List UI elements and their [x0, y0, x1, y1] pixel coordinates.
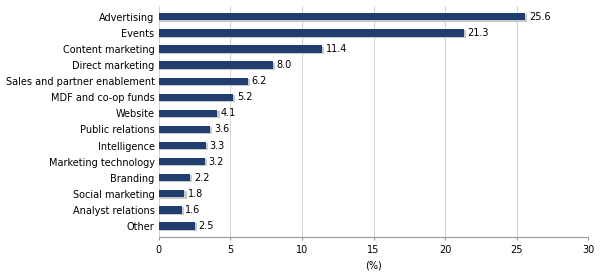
Text: 2.2: 2.2 — [194, 173, 209, 183]
Bar — [159, 95, 235, 102]
Bar — [159, 110, 217, 117]
Text: 3.3: 3.3 — [209, 140, 225, 150]
Text: 1.6: 1.6 — [185, 205, 200, 215]
Text: 11.4: 11.4 — [326, 44, 347, 54]
Bar — [159, 79, 250, 86]
Text: 6.2: 6.2 — [251, 76, 266, 86]
Text: 3.2: 3.2 — [208, 156, 224, 167]
Bar — [159, 191, 187, 198]
Bar — [159, 30, 466, 38]
Bar — [159, 142, 206, 149]
Bar — [159, 143, 208, 150]
Bar — [159, 94, 233, 101]
Bar — [159, 29, 464, 36]
Bar — [159, 62, 273, 69]
X-axis label: (%): (%) — [365, 261, 382, 270]
Text: 1.8: 1.8 — [188, 189, 203, 199]
Bar — [159, 111, 220, 118]
Text: 4.1: 4.1 — [221, 108, 236, 118]
Bar — [159, 126, 210, 133]
Text: 21.3: 21.3 — [467, 28, 489, 38]
Text: 3.6: 3.6 — [214, 124, 229, 134]
Bar — [159, 190, 184, 197]
Bar — [159, 13, 526, 20]
Bar — [159, 206, 182, 214]
Text: 2.5: 2.5 — [198, 221, 214, 231]
Bar — [159, 175, 193, 182]
Bar — [159, 224, 197, 231]
Bar — [159, 222, 194, 230]
Bar — [159, 78, 248, 85]
Text: 8.0: 8.0 — [277, 60, 292, 70]
Bar — [159, 63, 275, 70]
Bar — [159, 14, 527, 22]
Text: 25.6: 25.6 — [529, 12, 551, 22]
Bar — [159, 127, 212, 134]
Bar — [159, 207, 184, 215]
Bar — [159, 174, 190, 181]
Bar — [159, 45, 322, 53]
Text: 5.2: 5.2 — [237, 92, 252, 102]
Bar — [159, 46, 324, 54]
Bar — [159, 158, 205, 165]
Bar — [159, 159, 206, 166]
